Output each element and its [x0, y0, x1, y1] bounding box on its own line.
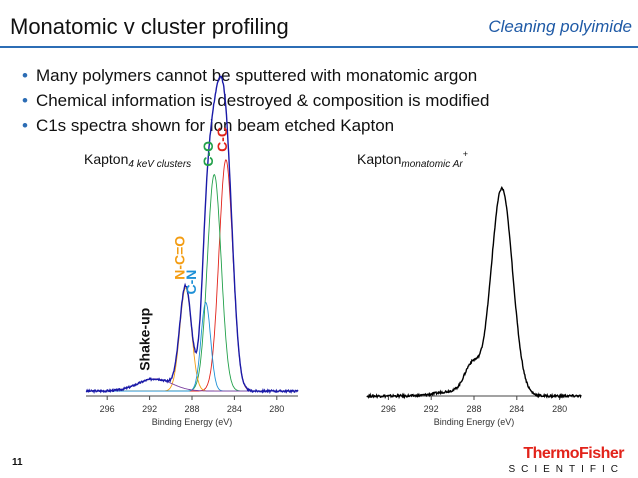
- x-tick: 292: [424, 396, 439, 414]
- x-tick: 280: [269, 396, 284, 414]
- x-tick: 296: [381, 396, 396, 414]
- chart-title-sub: 4 keV clusters: [128, 159, 191, 170]
- envelope-line: [366, 185, 582, 400]
- x-tick-label: 288: [466, 404, 481, 414]
- slide-subtitle: Cleaning polyimide: [488, 17, 632, 36]
- x-tick-label: 292: [424, 404, 439, 414]
- chart-title-sup: +: [463, 149, 468, 159]
- peak-label: Shake-up: [137, 308, 153, 371]
- chart-title-main: Kapton: [84, 151, 128, 167]
- x-tick-label: 280: [269, 404, 284, 414]
- peak-label: C-C: [214, 127, 230, 152]
- x-tick-label: 288: [184, 404, 199, 414]
- x-tick-label: 284: [227, 404, 242, 414]
- x-tick: 296: [100, 396, 115, 414]
- logo-subtext: SCIENTIFIC: [508, 464, 624, 475]
- bullet-item: Many polymers cannot be sputtered with m…: [22, 64, 489, 89]
- peak-label: C-N: [183, 270, 199, 295]
- logo-text: ThermoFisher: [523, 445, 624, 462]
- x-tick: 284: [227, 396, 242, 414]
- bullet-item: C1s spectra shown for ion beam etched Ka…: [22, 114, 489, 139]
- company-logo: ThermoFisher SCIENTIFIC: [508, 445, 624, 475]
- chart-title: Kaptonmonatomic Ar+: [357, 149, 468, 170]
- x-tick-label: 284: [509, 404, 524, 414]
- x-tick: 288: [466, 396, 482, 414]
- x-tick-label: 280: [552, 404, 567, 414]
- series-line-N-C=O: [86, 287, 298, 392]
- slide-title: Monatomic v cluster profiling: [10, 14, 289, 39]
- series-line-C-N: [86, 301, 298, 392]
- x-tick-label: 296: [381, 404, 396, 414]
- chart-right: 296 292 288 284 280 Binding Energy (eV) Kapton…: [357, 149, 582, 427]
- x-tick-label: 292: [142, 404, 157, 414]
- x-axis-label: Binding Energy (eV): [434, 417, 515, 427]
- peak-label: C-O: [200, 141, 216, 167]
- x-tick: 288: [184, 396, 200, 414]
- chart-left: 296 292 288 284 280 Binding Energy (eV) Kapton…: [84, 75, 299, 427]
- chart-title-main: Kapton: [357, 151, 401, 167]
- chart-title: Kapton4 keV clusters: [84, 151, 191, 170]
- bullet-list: Many polymers cannot be sputtered with m…: [22, 64, 490, 139]
- x-tick: 280: [552, 396, 567, 414]
- bullet-item: Chemical information is destroyed & comp…: [22, 89, 490, 114]
- x-axis-label: Binding Energy (eV): [152, 417, 233, 427]
- envelope-line: [85, 75, 299, 395]
- chart-title-sub: monatomic Ar: [401, 159, 463, 170]
- page-number: 11: [12, 457, 23, 468]
- x-tick: 284: [509, 396, 524, 414]
- header-rule: [0, 46, 638, 48]
- x-tick: 292: [142, 396, 157, 414]
- peak-label: N-C=O: [172, 236, 188, 280]
- x-tick-label: 296: [100, 404, 115, 414]
